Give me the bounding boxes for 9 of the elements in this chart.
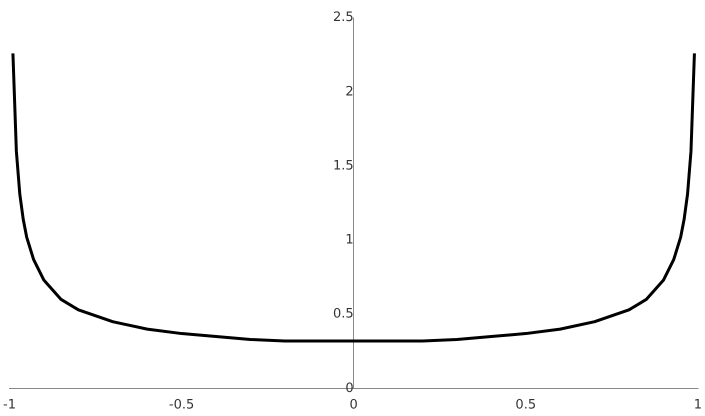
y-tick-label: 2.5 xyxy=(332,10,354,26)
y-tick-label: 1.5 xyxy=(332,158,354,174)
x-tick-label: 1 xyxy=(694,398,702,413)
x-tick-label: -1 xyxy=(2,398,16,413)
x-tick-label: 0.5 xyxy=(515,398,536,413)
x-tick-label: -0.5 xyxy=(168,398,194,413)
y-tick-label: 0.5 xyxy=(332,306,354,322)
y-tick-label: 2 xyxy=(345,84,354,100)
y-tick-label: 1 xyxy=(345,232,354,248)
